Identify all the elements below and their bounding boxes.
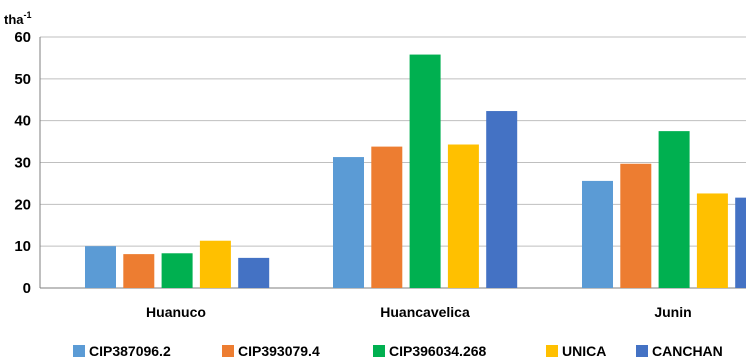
y-tick-label: 10 <box>14 238 31 255</box>
y-tick-label: 20 <box>14 196 31 213</box>
bar-unica-huanuco <box>199 240 231 288</box>
y-tick-label: 60 <box>14 29 31 46</box>
y-axis-ticks: 0 10 20 30 40 50 60 <box>14 29 31 297</box>
legend: CIP387096.2 CIP393079.4 CIP396034.268 UNICA… <box>73 343 723 359</box>
bar-canchan-huancavelica <box>486 111 518 288</box>
y-tick-label: 0 <box>23 280 31 297</box>
legend-label: CIP396034.268 <box>389 343 487 359</box>
legend-swatch <box>546 345 558 357</box>
y-tick-label: 50 <box>14 71 31 88</box>
bar-cip396034-268-huancavelica <box>409 54 441 288</box>
bar-unica-huancavelica <box>447 144 479 288</box>
y-unit-label: tha-1 <box>4 10 32 27</box>
y-tick-label: 30 <box>14 155 31 172</box>
bar-cip393079-4-junin <box>620 163 652 288</box>
x-category-label: Huanuco <box>146 304 206 320</box>
bar-cip393079-4-huanuco <box>123 254 155 288</box>
bar-cip393079-4-huancavelica <box>371 146 403 288</box>
x-axis-categories: Huanuco Huancavelica Junin <box>146 304 692 320</box>
bar-unica-junin <box>696 193 728 288</box>
x-category-label: Junin <box>654 304 691 320</box>
legend-swatch <box>373 345 385 357</box>
x-category-label: Huancavelica <box>380 304 470 320</box>
bar-cip396034-268-junin <box>658 131 690 288</box>
bar-canchan-huanuco <box>238 257 270 288</box>
legend-label: CANCHAN <box>652 343 723 359</box>
bar-cip387096-2-huanuco <box>85 246 116 288</box>
y-tick-label: 40 <box>14 113 31 130</box>
legend-swatch <box>73 345 85 357</box>
legend-label: UNICA <box>562 343 606 359</box>
legend-swatch <box>636 345 648 357</box>
legend-swatch <box>222 345 234 357</box>
legend-label: CIP393079.4 <box>238 343 320 359</box>
bars <box>85 54 746 288</box>
bar-cip387096-2-huancavelica <box>333 157 364 288</box>
bar-cip387096-2-junin <box>582 180 613 288</box>
legend-label: CIP387096.2 <box>89 343 171 359</box>
bar-cip396034-268-huanuco <box>161 253 193 288</box>
bar-canchan-junin <box>735 197 746 288</box>
